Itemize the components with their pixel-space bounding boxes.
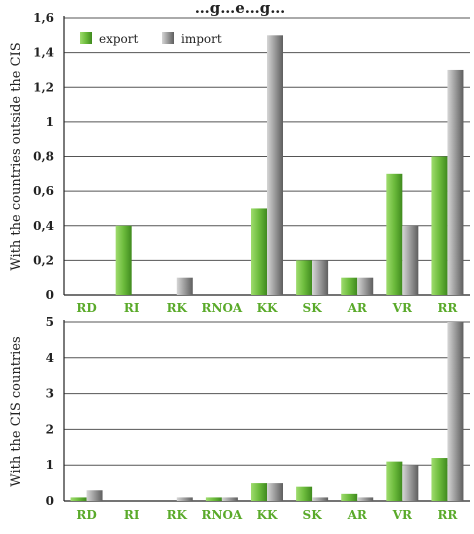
y-tick-label: 3 — [46, 387, 54, 401]
bar-import-RK — [176, 277, 193, 295]
bar-export-KK — [251, 208, 267, 295]
legend-label-export: export — [99, 32, 139, 46]
x-tick-label: KK — [257, 508, 278, 522]
bar-import-RD — [86, 490, 103, 501]
bar-export-AR — [341, 277, 358, 295]
y-tick-label: 5 — [46, 315, 54, 329]
x-tick-label: RR — [437, 508, 458, 522]
x-tick-label: RNOA — [202, 508, 243, 522]
chart-outside-cis: 0 0,2 0,4 0,6 0,8 1 1,2 1,4 1,6 With the countrie… — [9, 11, 470, 315]
bar-export-RI — [115, 225, 132, 295]
x-tick-label: RK — [167, 508, 188, 522]
x-tick-label: RI — [124, 508, 140, 522]
y-tick-label: 1,2 — [33, 80, 54, 94]
y-tick-label: 1 — [46, 458, 54, 472]
bar-import-SK — [312, 260, 329, 295]
y-tick-label: 0,6 — [33, 184, 54, 198]
legend-swatch-export — [80, 32, 92, 44]
y-axis-label: With the CIS countries — [9, 336, 24, 486]
bar-import-VR — [402, 465, 419, 501]
y-tick-label: 0,8 — [33, 150, 54, 164]
x-tick-label: RI — [124, 301, 140, 315]
x-tick-label: VR — [392, 508, 413, 522]
bar-import-KK — [267, 35, 283, 295]
chart-cis: 0 1 2 3 4 5 With the CIS countries RD RI RK RNOA KK… — [9, 315, 470, 522]
x-tick-label: RD — [76, 508, 96, 522]
x-tick-label: RNOA — [202, 301, 243, 315]
y-tick-label: 4 — [46, 351, 54, 365]
bar-export-KK — [251, 483, 267, 501]
x-tick-label: AR — [347, 301, 368, 315]
y-tick-label: 1 — [46, 115, 54, 129]
bar-export-SK — [296, 260, 313, 295]
x-tick-label: RK — [167, 301, 188, 315]
bar-export-RD — [70, 497, 87, 501]
legend-swatch-import — [162, 32, 174, 44]
x-tick-label: RD — [76, 301, 96, 315]
x-tick-label: KK — [257, 301, 278, 315]
bar-import-VR — [402, 225, 419, 295]
y-axis-label: With the countries outside the CIS — [9, 42, 24, 270]
x-tick-label: SK — [303, 508, 323, 522]
y-tick-label: 2 — [46, 422, 54, 436]
bar-import-RNOA — [221, 497, 238, 501]
y-tick-label: 0 — [46, 494, 54, 508]
x-tick-label: SK — [303, 301, 323, 315]
y-tick-label: 0 — [46, 288, 54, 302]
bar-import-KK — [267, 483, 283, 501]
bar-import-SK — [312, 497, 329, 501]
legend-label-import: import — [181, 32, 222, 46]
bar-import-RK — [176, 497, 193, 501]
bar-import-AR — [357, 497, 374, 501]
y-tick-label: 0,4 — [33, 219, 54, 233]
x-tick-label: VR — [392, 301, 413, 315]
bar-export-SK — [296, 486, 313, 501]
bar-import-AR — [357, 277, 374, 295]
y-tick-label: 1,6 — [33, 11, 54, 25]
x-tick-label: AR — [347, 508, 368, 522]
y-tick-label: 0,2 — [33, 253, 54, 267]
x-tick-label: RR — [437, 301, 458, 315]
bar-import-RR — [447, 69, 464, 295]
bar-export-RNOA — [205, 497, 222, 501]
y-tick-label: 1,4 — [33, 46, 54, 60]
bar-export-VR — [386, 173, 403, 295]
bar-export-AR — [341, 493, 358, 501]
bar-import-RR — [447, 322, 464, 501]
figure-title: …g…e…g… — [195, 0, 286, 17]
bar-export-RR — [431, 156, 448, 295]
bar-export-RR — [431, 458, 448, 501]
bar-export-VR — [386, 461, 403, 501]
